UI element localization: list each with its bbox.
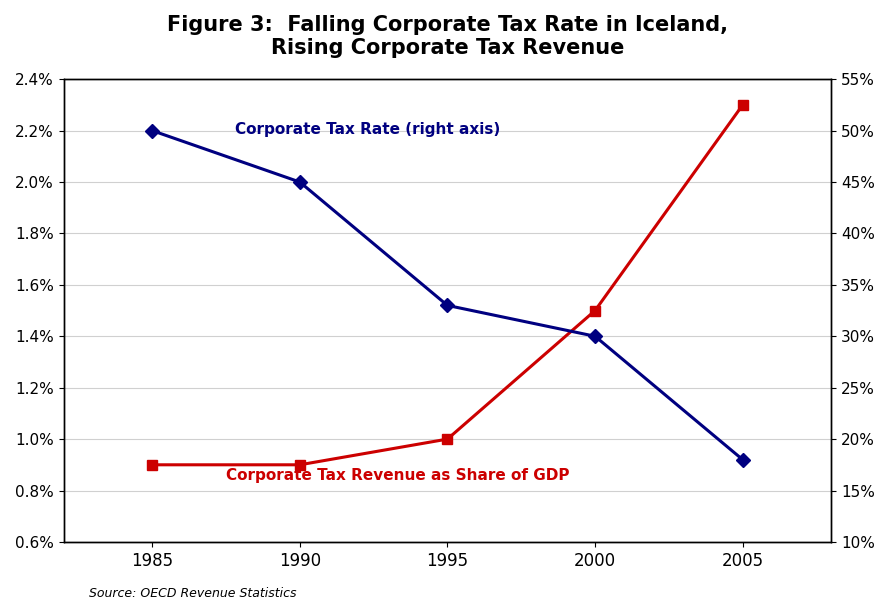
Title: Figure 3:  Falling Corporate Tax Rate in Iceland,
Rising Corporate Tax Revenue: Figure 3: Falling Corporate Tax Rate in …: [167, 15, 728, 58]
Text: Source: OECD Revenue Statistics: Source: OECD Revenue Statistics: [89, 587, 296, 600]
Text: Corporate Tax Revenue as Share of GDP: Corporate Tax Revenue as Share of GDP: [226, 468, 570, 483]
Text: Corporate Tax Rate (right axis): Corporate Tax Rate (right axis): [235, 122, 500, 138]
